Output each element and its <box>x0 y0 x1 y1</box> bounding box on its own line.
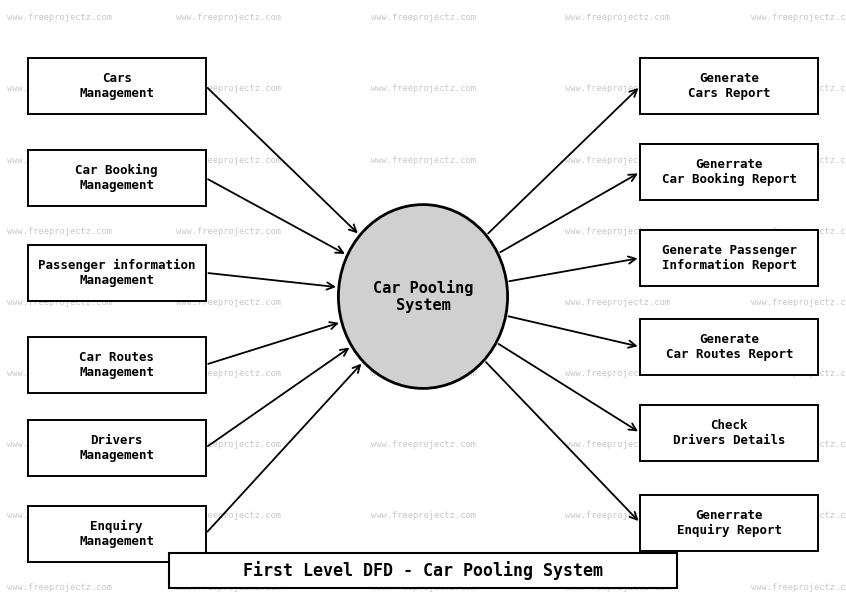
Bar <box>28 505 206 562</box>
Bar <box>640 144 818 200</box>
Text: www.freeprojectz.com: www.freeprojectz.com <box>7 298 112 307</box>
Text: www.freeprojectz.com: www.freeprojectz.com <box>176 298 281 307</box>
Text: www.freeprojectz.com: www.freeprojectz.com <box>371 511 475 521</box>
Text: www.freeprojectz.com: www.freeprojectz.com <box>371 155 475 165</box>
Text: www.freeprojectz.com: www.freeprojectz.com <box>176 84 281 94</box>
Text: www.freeprojectz.com: www.freeprojectz.com <box>371 227 475 236</box>
Text: www.freeprojectz.com: www.freeprojectz.com <box>176 511 281 521</box>
Text: www.freeprojectz.com: www.freeprojectz.com <box>565 155 670 165</box>
Text: www.freeprojectz.com: www.freeprojectz.com <box>371 298 475 307</box>
Text: www.freeprojectz.com: www.freeprojectz.com <box>751 369 846 378</box>
Text: www.freeprojectz.com: www.freeprojectz.com <box>565 227 670 236</box>
Bar <box>640 230 818 286</box>
Text: www.freeprojectz.com: www.freeprojectz.com <box>7 440 112 449</box>
Bar <box>640 404 818 461</box>
Text: www.freeprojectz.com: www.freeprojectz.com <box>565 582 670 592</box>
Text: www.freeprojectz.com: www.freeprojectz.com <box>565 84 670 94</box>
Text: www.freeprojectz.com: www.freeprojectz.com <box>371 369 475 378</box>
Bar <box>640 318 818 375</box>
Text: www.freeprojectz.com: www.freeprojectz.com <box>565 13 670 23</box>
Text: www.freeprojectz.com: www.freeprojectz.com <box>371 84 475 94</box>
Text: www.freeprojectz.com: www.freeprojectz.com <box>176 440 281 449</box>
Text: www.freeprojectz.com: www.freeprojectz.com <box>751 298 846 307</box>
Text: www.freeprojectz.com: www.freeprojectz.com <box>176 582 281 592</box>
Text: www.freeprojectz.com: www.freeprojectz.com <box>176 227 281 236</box>
Text: www.freeprojectz.com: www.freeprojectz.com <box>371 440 475 449</box>
Text: www.freeprojectz.com: www.freeprojectz.com <box>176 13 281 23</box>
Ellipse shape <box>338 205 508 388</box>
Text: www.freeprojectz.com: www.freeprojectz.com <box>371 13 475 23</box>
Text: www.freeprojectz.com: www.freeprojectz.com <box>751 440 846 449</box>
Text: Generrate
Car Booking Report: Generrate Car Booking Report <box>662 158 797 186</box>
Text: www.freeprojectz.com: www.freeprojectz.com <box>751 84 846 94</box>
Bar <box>640 495 818 551</box>
Text: www.freeprojectz.com: www.freeprojectz.com <box>7 155 112 165</box>
Text: www.freeprojectz.com: www.freeprojectz.com <box>751 511 846 521</box>
Text: www.freeprojectz.com: www.freeprojectz.com <box>565 298 670 307</box>
Text: Generate Passenger
Information Report: Generate Passenger Information Report <box>662 244 797 272</box>
Text: www.freeprojectz.com: www.freeprojectz.com <box>7 369 112 378</box>
Text: www.freeprojectz.com: www.freeprojectz.com <box>565 440 670 449</box>
Text: Drivers
Management: Drivers Management <box>80 433 154 462</box>
Text: www.freeprojectz.com: www.freeprojectz.com <box>7 511 112 521</box>
Text: Generate
Car Routes Report: Generate Car Routes Report <box>666 333 793 361</box>
Text: www.freeprojectz.com: www.freeprojectz.com <box>7 227 112 236</box>
Text: Car Routes
Management: Car Routes Management <box>80 350 154 379</box>
Bar <box>28 58 206 114</box>
Text: www.freeprojectz.com: www.freeprojectz.com <box>176 155 281 165</box>
Bar <box>640 58 818 114</box>
Text: www.freeprojectz.com: www.freeprojectz.com <box>371 582 475 592</box>
Text: www.freeprojectz.com: www.freeprojectz.com <box>7 84 112 94</box>
Bar <box>28 420 206 476</box>
Text: www.freeprojectz.com: www.freeprojectz.com <box>176 369 281 378</box>
Text: www.freeprojectz.com: www.freeprojectz.com <box>565 511 670 521</box>
Text: www.freeprojectz.com: www.freeprojectz.com <box>751 13 846 23</box>
Text: First Level DFD - Car Pooling System: First Level DFD - Car Pooling System <box>243 561 603 580</box>
Text: Car Booking
Management: Car Booking Management <box>75 164 158 192</box>
Text: Check
Drivers Details: Check Drivers Details <box>673 419 785 447</box>
Text: Cars
Management: Cars Management <box>80 72 154 100</box>
Text: www.freeprojectz.com: www.freeprojectz.com <box>565 369 670 378</box>
Bar <box>28 245 206 301</box>
Text: Enquiry
Management: Enquiry Management <box>80 519 154 548</box>
Text: www.freeprojectz.com: www.freeprojectz.com <box>7 582 112 592</box>
Text: www.freeprojectz.com: www.freeprojectz.com <box>751 155 846 165</box>
Text: www.freeprojectz.com: www.freeprojectz.com <box>751 227 846 236</box>
Text: Car Pooling
System: Car Pooling System <box>373 280 473 313</box>
Text: Generrate
Enquiry Report: Generrate Enquiry Report <box>677 509 782 537</box>
Text: Generate
Cars Report: Generate Cars Report <box>688 72 771 100</box>
Text: www.freeprojectz.com: www.freeprojectz.com <box>751 582 846 592</box>
Bar <box>28 150 206 206</box>
Bar <box>28 337 206 393</box>
Text: Passenger information
Management: Passenger information Management <box>38 259 195 287</box>
Bar <box>169 553 677 588</box>
Text: www.freeprojectz.com: www.freeprojectz.com <box>7 13 112 23</box>
